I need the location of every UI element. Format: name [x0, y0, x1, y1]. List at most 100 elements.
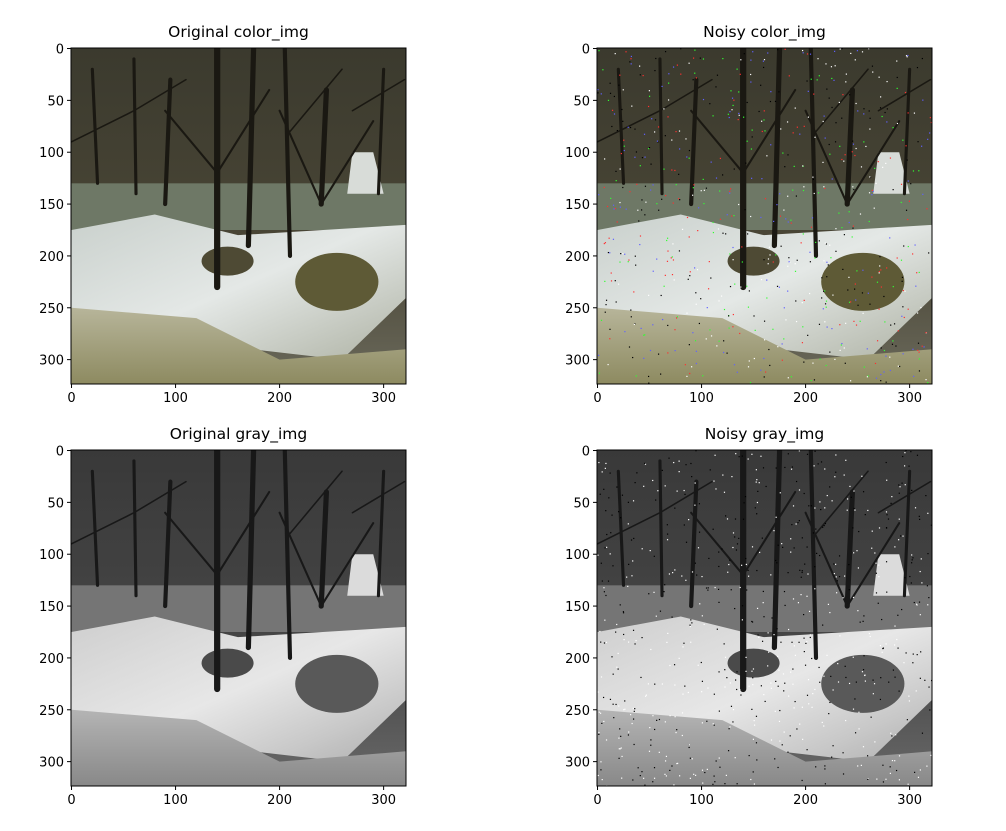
noise-pixel [644, 185, 647, 187]
noise-pixel [842, 597, 844, 599]
noise-pixel [814, 688, 816, 691]
noise-pixel [900, 183, 903, 185]
noise-pixel [813, 192, 815, 195]
noise-pixel [817, 463, 819, 465]
noise-pixel [780, 641, 782, 643]
noise-pixel [665, 775, 667, 777]
noise-pixel [852, 227, 854, 229]
noise-pixel [759, 551, 761, 554]
noise-pixel [682, 693, 684, 695]
noise-pixel [738, 537, 740, 539]
noise-pixel [751, 453, 753, 455]
x-tick-label: 100 [163, 793, 188, 808]
noise-pixel [745, 162, 747, 164]
noise-pixel [605, 739, 608, 741]
noise-pixel [770, 91, 772, 93]
noise-pixel [760, 369, 762, 371]
noise-pixel [672, 202, 674, 204]
noise-pixel [776, 285, 779, 287]
noise-pixel [848, 301, 851, 303]
noise-pixel [869, 635, 871, 638]
noise-pixel [688, 344, 690, 346]
noise-pixel [871, 276, 873, 278]
noise-pixel [736, 68, 738, 70]
noise-pixel [636, 183, 638, 185]
noise-pixel [702, 375, 704, 377]
noise-pixel [649, 349, 652, 352]
noise-pixel [813, 379, 816, 381]
noise-pixel [684, 364, 686, 366]
noise-pixel [823, 260, 825, 262]
noise-pixel [831, 106, 833, 109]
noise-pixel [776, 628, 778, 630]
noise-pixel [770, 739, 773, 741]
noise-pixel [763, 110, 765, 112]
noise-pixel [695, 362, 697, 365]
noise-pixel [604, 280, 606, 283]
noise-pixel [872, 679, 874, 681]
noise-pixel [824, 290, 826, 292]
noise-pixel [618, 748, 620, 750]
noise-pixel [720, 295, 723, 297]
noise-pixel [878, 308, 880, 310]
noise-pixel [598, 50, 600, 52]
noise-pixel [838, 101, 840, 104]
noise-pixel [762, 602, 764, 604]
noise-pixel [860, 166, 863, 168]
noise-pixel [650, 739, 652, 741]
noise-pixel [630, 714, 632, 716]
noise-pixel [763, 357, 765, 360]
noise-pixel [847, 289, 849, 291]
noise-pixel [724, 686, 726, 688]
noise-pixel [734, 757, 736, 759]
x-tick-label: 100 [163, 391, 188, 406]
noise-pixel [801, 537, 803, 539]
noise-pixel [698, 207, 700, 209]
noise-pixel [797, 522, 799, 524]
noise-pixel [727, 113, 729, 115]
noise-pixel [653, 767, 656, 769]
noise-pixel [879, 645, 882, 647]
noise-pixel [852, 143, 855, 145]
noise-pixel [780, 245, 782, 247]
noise-pixel [745, 563, 747, 566]
noise-pixel [689, 624, 691, 626]
noise-pixel [869, 303, 871, 305]
noise-pixel [600, 319, 603, 321]
noise-pixel [784, 604, 786, 607]
noise-pixel [644, 784, 646, 786]
noise-pixel [627, 734, 630, 736]
noise-pixel [824, 137, 826, 139]
noise-pixel [666, 641, 668, 644]
noise-pixel [904, 452, 906, 454]
noise-pixel [767, 632, 769, 634]
noise-pixel [900, 201, 902, 204]
noise-pixel [853, 552, 855, 554]
noise-pixel [777, 766, 779, 769]
noise-pixel [853, 188, 855, 191]
noise-pixel [884, 321, 886, 323]
noise-pixel [725, 233, 727, 235]
noise-pixel [843, 474, 845, 476]
noise-pixel [722, 351, 725, 354]
noise-pixel [845, 676, 847, 679]
noise-pixel [639, 65, 641, 67]
noise-pixel [789, 261, 791, 263]
noise-pixel [706, 720, 708, 722]
noise-pixel [603, 720, 605, 723]
noise-pixel [855, 102, 857, 105]
noise-pixel [674, 329, 676, 331]
noise-pixel [902, 535, 904, 537]
noise-pixel [880, 286, 883, 288]
noise-pixel [600, 676, 603, 678]
noise-pixel [852, 708, 855, 710]
noise-pixel [603, 587, 605, 589]
noise-pixel [738, 114, 740, 116]
noise-pixel [883, 295, 885, 298]
noise-pixel [777, 685, 779, 687]
noise-pixel [813, 465, 815, 467]
noise-pixel [801, 570, 803, 572]
noise-pixel [601, 580, 603, 582]
noise-pixel [755, 469, 757, 471]
noise-pixel [837, 681, 840, 683]
